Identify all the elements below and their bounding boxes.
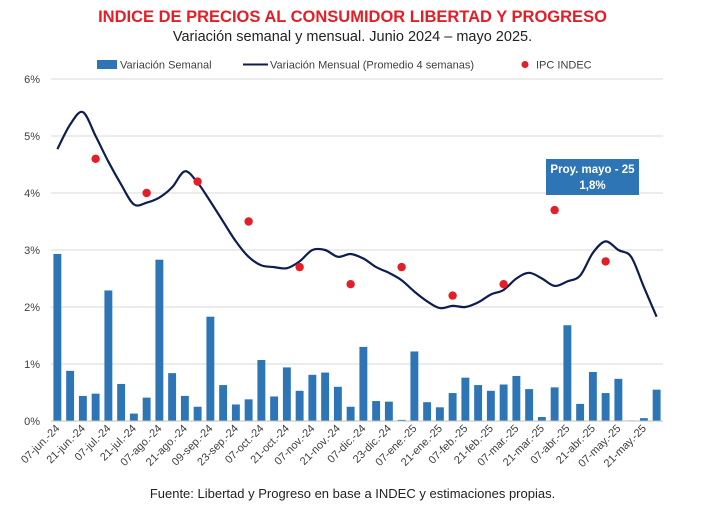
chart-title: INDICE DE PRECIOS AL CONSUMIDOR LIBERTAD… <box>98 8 607 26</box>
bar <box>639 418 648 421</box>
y-tick-label: 0% <box>24 416 40 428</box>
ipc-point <box>499 280 508 289</box>
bar <box>104 290 113 421</box>
bar <box>576 403 585 421</box>
projection-annotation: Proy. mayo - 25 1,8% <box>546 159 639 195</box>
legend: Variación Semanal Variación Mensual (Pro… <box>97 60 592 72</box>
bar <box>91 393 100 421</box>
bar <box>435 407 444 421</box>
bar <box>129 413 138 421</box>
bar <box>359 346 368 421</box>
bar <box>652 389 661 421</box>
ipc-point <box>91 154 100 163</box>
bar <box>499 384 508 421</box>
series-line-monthly <box>56 110 658 318</box>
bar <box>614 378 623 421</box>
bar <box>423 402 432 421</box>
weekly-bars <box>53 253 661 421</box>
ipc-point <box>601 257 610 266</box>
bar <box>295 390 304 421</box>
gridlines <box>51 78 663 365</box>
y-tick-label: 1% <box>24 359 40 371</box>
bar <box>206 316 215 421</box>
bar <box>219 385 228 421</box>
bar <box>282 367 291 421</box>
bar <box>346 406 355 421</box>
bar <box>474 385 483 421</box>
bar <box>270 396 279 421</box>
ipc-point <box>550 205 559 215</box>
y-axis-ticks: 0% 1% 2% 3% 4% 5% 6% <box>24 74 40 428</box>
bar <box>231 404 240 421</box>
ipc-point <box>295 262 304 272</box>
annotation-box <box>546 159 639 195</box>
bar <box>333 386 342 421</box>
bar <box>257 360 266 421</box>
x-axis-ticks: 07-jun.-2421-jun.-2407-jul.-2421-jul.-24… <box>19 423 649 470</box>
bar <box>550 387 559 421</box>
bar <box>180 395 189 421</box>
bar <box>155 259 164 421</box>
legend-label-line: Variación Mensual (Promedio 4 semanas) <box>270 60 474 72</box>
bar <box>244 399 253 421</box>
ipc-point <box>193 177 202 186</box>
bar <box>601 393 610 421</box>
y-tick-label: 2% <box>24 302 40 314</box>
bar <box>397 419 406 421</box>
bar <box>372 401 381 421</box>
bar <box>410 351 419 421</box>
y-tick-label: 6% <box>24 74 40 86</box>
legend-swatch-bar <box>97 60 117 69</box>
bar <box>321 372 330 421</box>
bar <box>563 325 572 421</box>
ipc-point <box>142 188 151 198</box>
bar <box>78 395 87 421</box>
y-tick-label: 4% <box>24 188 40 200</box>
bar <box>537 417 546 421</box>
y-tick-label: 5% <box>24 131 40 143</box>
bar <box>461 377 470 421</box>
y-tick-label: 3% <box>24 245 40 257</box>
bar <box>193 406 202 421</box>
ipc-point <box>346 280 355 289</box>
bar <box>384 401 393 421</box>
ipc-point <box>397 262 406 272</box>
bar <box>117 383 126 421</box>
bar <box>53 253 62 421</box>
bar <box>66 370 75 421</box>
bar <box>142 397 151 421</box>
chart-subtitle: Variación semanal y mensual. Junio 2024 … <box>172 29 533 45</box>
bar <box>168 373 177 421</box>
annotation-line2: 1,8% <box>579 180 605 192</box>
bar <box>588 371 597 421</box>
bar <box>448 393 457 421</box>
chart-source: Fuente: Libertad y Progreso en base a IN… <box>149 486 556 501</box>
annotation-line1: Proy. mayo - 25 <box>550 164 635 176</box>
ipc-point <box>448 291 457 300</box>
bar <box>486 390 495 421</box>
legend-swatch-point <box>521 61 529 68</box>
legend-label-point: IPC INDEC <box>536 60 592 72</box>
bar <box>512 375 521 421</box>
legend-label-bar: Variación Semanal <box>120 60 212 72</box>
bar <box>525 389 534 421</box>
bar <box>308 374 317 421</box>
ipc-points <box>91 154 610 300</box>
ipc-point <box>244 217 253 226</box>
